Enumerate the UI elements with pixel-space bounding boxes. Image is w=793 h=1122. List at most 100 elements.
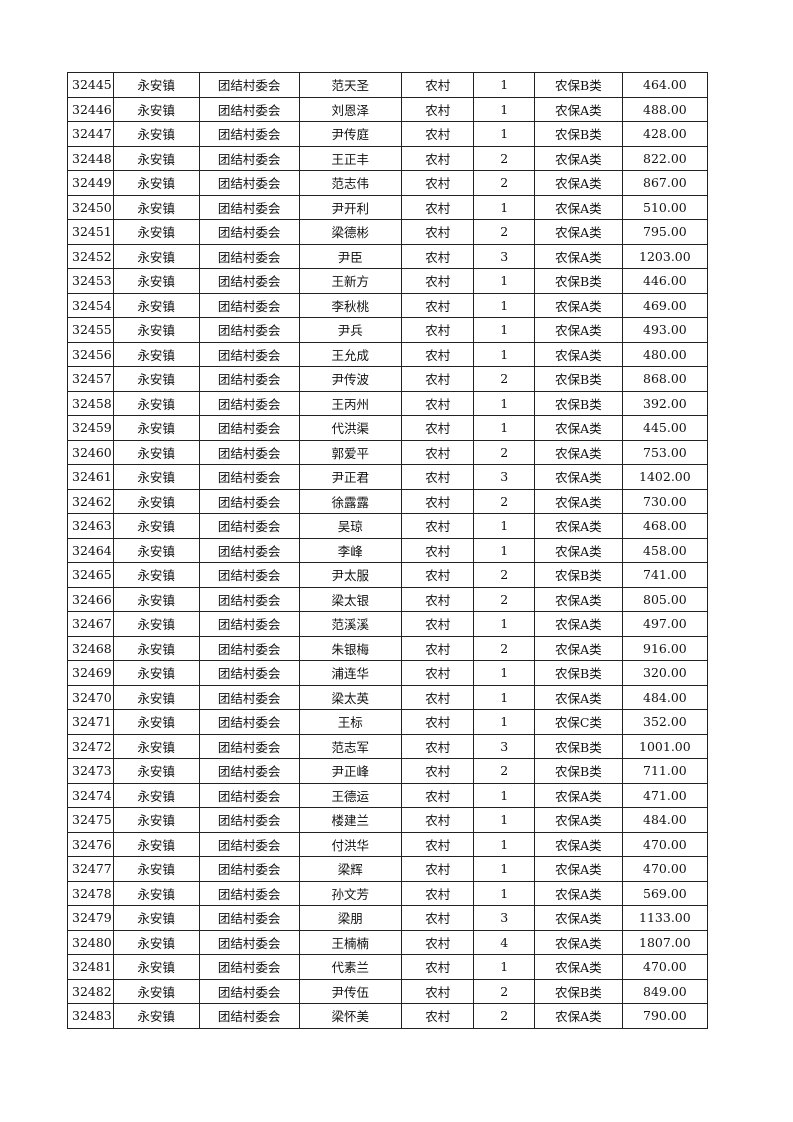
serial-number-cell: 32479 bbox=[67, 905, 114, 931]
area-type-cell: 农村 bbox=[400, 390, 475, 416]
amount-cell: 488.00 bbox=[621, 96, 708, 122]
insurance-category-cell: 农保A类 bbox=[533, 317, 623, 343]
household-size-cell: 1 bbox=[473, 831, 535, 857]
amount-cell: 493.00 bbox=[621, 317, 708, 343]
serial-number-cell: 32473 bbox=[67, 758, 114, 784]
area-type-cell: 农村 bbox=[400, 170, 475, 196]
data-table: 32445 永安镇 团结村委会 范天圣 农村 1 农保B类 464.00 32446 永安镇 团结村… bbox=[67, 72, 708, 1029]
table-row: 32455 永安镇 团结村委会 尹兵 农村 1 农保A类 493.00 bbox=[67, 317, 708, 343]
serial-number-cell: 32459 bbox=[67, 415, 114, 441]
town-cell: 永安镇 bbox=[112, 170, 200, 196]
area-type-cell: 农村 bbox=[400, 317, 475, 343]
person-name-cell: 王正丰 bbox=[298, 145, 402, 171]
amount-cell: 790.00 bbox=[621, 1003, 708, 1029]
village-committee-cell: 团结村委会 bbox=[198, 611, 300, 637]
town-cell: 永安镇 bbox=[112, 660, 200, 686]
village-committee-cell: 团结村委会 bbox=[198, 121, 300, 147]
area-type-cell: 农村 bbox=[400, 758, 475, 784]
area-type-cell: 农村 bbox=[400, 121, 475, 147]
serial-number-cell: 32464 bbox=[67, 537, 114, 563]
village-committee-cell: 团结村委会 bbox=[198, 905, 300, 931]
table-row: 32461 永安镇 团结村委会 尹正君 农村 3 农保A类 1402.00 bbox=[67, 464, 708, 490]
table-row: 32460 永安镇 团结村委会 郭爱平 农村 2 农保A类 753.00 bbox=[67, 439, 708, 465]
area-type-cell: 农村 bbox=[400, 537, 475, 563]
insurance-category-cell: 农保A类 bbox=[533, 194, 623, 220]
town-cell: 永安镇 bbox=[112, 390, 200, 416]
serial-number-cell: 32460 bbox=[67, 439, 114, 465]
area-type-cell: 农村 bbox=[400, 219, 475, 245]
serial-number-cell: 32475 bbox=[67, 807, 114, 833]
serial-number-cell: 32469 bbox=[67, 660, 114, 686]
area-type-cell: 农村 bbox=[400, 709, 475, 735]
village-committee-cell: 团结村委会 bbox=[198, 292, 300, 318]
insurance-category-cell: 农保A类 bbox=[533, 341, 623, 367]
insurance-category-cell: 农保A类 bbox=[533, 1003, 623, 1029]
person-name-cell: 梁德彬 bbox=[298, 219, 402, 245]
insurance-category-cell: 农保B类 bbox=[533, 390, 623, 416]
village-committee-cell: 团结村委会 bbox=[198, 243, 300, 269]
insurance-category-cell: 农保A类 bbox=[533, 611, 623, 637]
person-name-cell: 尹传波 bbox=[298, 366, 402, 392]
town-cell: 永安镇 bbox=[112, 317, 200, 343]
area-type-cell: 农村 bbox=[400, 1003, 475, 1029]
town-cell: 永安镇 bbox=[112, 562, 200, 588]
village-committee-cell: 团结村委会 bbox=[198, 709, 300, 735]
person-name-cell: 王新方 bbox=[298, 268, 402, 294]
town-cell: 永安镇 bbox=[112, 709, 200, 735]
amount-cell: 822.00 bbox=[621, 145, 708, 171]
town-cell: 永安镇 bbox=[112, 415, 200, 441]
village-committee-cell: 团结村委会 bbox=[198, 684, 300, 710]
table-row: 32477 永安镇 团结村委会 梁辉 农村 1 农保A类 470.00 bbox=[67, 856, 708, 882]
village-committee-cell: 团结村委会 bbox=[198, 856, 300, 882]
person-name-cell: 李峰 bbox=[298, 537, 402, 563]
insurance-category-cell: 农保B类 bbox=[533, 72, 623, 98]
town-cell: 永安镇 bbox=[112, 929, 200, 955]
household-size-cell: 2 bbox=[473, 586, 535, 612]
person-name-cell: 王允成 bbox=[298, 341, 402, 367]
area-type-cell: 农村 bbox=[400, 586, 475, 612]
village-committee-cell: 团结村委会 bbox=[198, 219, 300, 245]
household-size-cell: 3 bbox=[473, 243, 535, 269]
amount-cell: 428.00 bbox=[621, 121, 708, 147]
village-committee-cell: 团结村委会 bbox=[198, 978, 300, 1004]
household-size-cell: 2 bbox=[473, 978, 535, 1004]
serial-number-cell: 32462 bbox=[67, 488, 114, 514]
serial-number-cell: 32455 bbox=[67, 317, 114, 343]
town-cell: 永安镇 bbox=[112, 96, 200, 122]
person-name-cell: 王德运 bbox=[298, 782, 402, 808]
serial-number-cell: 32483 bbox=[67, 1003, 114, 1029]
amount-cell: 1133.00 bbox=[621, 905, 708, 931]
insurance-category-cell: 农保A类 bbox=[533, 856, 623, 882]
serial-number-cell: 32450 bbox=[67, 194, 114, 220]
amount-cell: 352.00 bbox=[621, 709, 708, 735]
table-row: 32457 永安镇 团结村委会 尹传波 农村 2 农保B类 868.00 bbox=[67, 366, 708, 392]
table-row: 32468 永安镇 团结村委会 朱银梅 农村 2 农保A类 916.00 bbox=[67, 635, 708, 661]
village-committee-cell: 团结村委会 bbox=[198, 464, 300, 490]
amount-cell: 741.00 bbox=[621, 562, 708, 588]
amount-cell: 320.00 bbox=[621, 660, 708, 686]
town-cell: 永安镇 bbox=[112, 978, 200, 1004]
serial-number-cell: 32477 bbox=[67, 856, 114, 882]
village-committee-cell: 团结村委会 bbox=[198, 145, 300, 171]
town-cell: 永安镇 bbox=[112, 807, 200, 833]
insurance-category-cell: 农保A类 bbox=[533, 807, 623, 833]
area-type-cell: 农村 bbox=[400, 464, 475, 490]
amount-cell: 916.00 bbox=[621, 635, 708, 661]
amount-cell: 1807.00 bbox=[621, 929, 708, 955]
person-name-cell: 楼建兰 bbox=[298, 807, 402, 833]
area-type-cell: 农村 bbox=[400, 488, 475, 514]
town-cell: 永安镇 bbox=[112, 439, 200, 465]
household-size-cell: 1 bbox=[473, 292, 535, 318]
area-type-cell: 农村 bbox=[400, 366, 475, 392]
insurance-category-cell: 农保A类 bbox=[533, 831, 623, 857]
table-row: 32453 永安镇 团结村委会 王新方 农村 1 农保B类 446.00 bbox=[67, 268, 708, 294]
person-name-cell: 朱银梅 bbox=[298, 635, 402, 661]
town-cell: 永安镇 bbox=[112, 758, 200, 784]
serial-number-cell: 32446 bbox=[67, 96, 114, 122]
serial-number-cell: 32457 bbox=[67, 366, 114, 392]
village-committee-cell: 团结村委会 bbox=[198, 439, 300, 465]
village-committee-cell: 团结村委会 bbox=[198, 954, 300, 980]
town-cell: 永安镇 bbox=[112, 219, 200, 245]
insurance-category-cell: 农保A类 bbox=[533, 513, 623, 539]
amount-cell: 484.00 bbox=[621, 807, 708, 833]
